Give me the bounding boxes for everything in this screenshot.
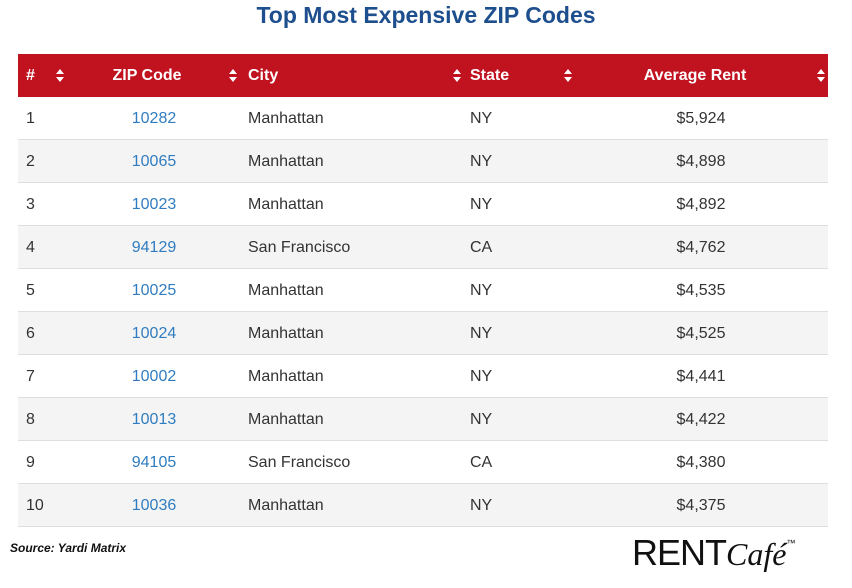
table-row: 4 94129 San Francisco CA $4,762 xyxy=(18,226,828,269)
column-header[interactable]: City xyxy=(248,67,279,84)
table-cell: 6 xyxy=(26,325,35,342)
table-cell: 4 xyxy=(26,239,35,256)
table-row: 8 10013 Manhattan NY $4,422 xyxy=(18,398,828,441)
table-cell: $4,898 xyxy=(676,153,726,170)
table-cell: 7 xyxy=(26,368,35,385)
table-cell: $4,422 xyxy=(676,411,726,428)
logo: RENTCafé™ xyxy=(632,532,795,574)
logo-script: Café xyxy=(726,536,787,572)
table-row: 10 10036 Manhattan NY $4,375 xyxy=(18,484,828,527)
sort-icon[interactable] xyxy=(56,69,64,82)
table-cell: NY xyxy=(470,110,493,127)
table-cell: $4,762 xyxy=(676,239,726,256)
table-cell: $5,924 xyxy=(676,110,726,127)
zip-link[interactable]: 10024 xyxy=(131,325,177,342)
zip-link[interactable]: 10036 xyxy=(131,497,177,514)
table-cell: 2 xyxy=(26,153,35,170)
sort-icon[interactable] xyxy=(229,69,237,82)
table-cell: NY xyxy=(470,411,493,428)
zip-link[interactable]: 94105 xyxy=(131,454,177,471)
table-cell: 9 xyxy=(26,454,35,471)
table-cell: CA xyxy=(470,239,493,256)
sort-icon[interactable] xyxy=(817,69,825,82)
logo-mark: ™ xyxy=(786,538,796,548)
zip-link[interactable]: 94129 xyxy=(131,239,177,256)
table-cell: CA xyxy=(470,454,493,471)
column-header[interactable]: # xyxy=(26,67,35,84)
table-cell: 1 xyxy=(26,110,35,127)
table-cell: San Francisco xyxy=(248,239,351,256)
table-cell: Manhattan xyxy=(248,411,324,428)
table-cell: $4,892 xyxy=(676,196,726,213)
table-cell: NY xyxy=(470,196,493,213)
table-cell: $4,535 xyxy=(676,282,726,299)
table-cell: NY xyxy=(470,497,493,514)
zip-link[interactable]: 10065 xyxy=(131,153,177,170)
title: Top Most Expensive ZIP Codes xyxy=(256,2,596,28)
column-header[interactable]: ZIP Code xyxy=(112,67,182,84)
zip-link[interactable]: 10025 xyxy=(131,282,177,299)
table-cell: Manhattan xyxy=(248,196,324,213)
table-row: 6 10024 Manhattan NY $4,525 xyxy=(18,312,828,355)
logo-main: RENT xyxy=(632,532,727,573)
table-cell: $4,441 xyxy=(676,368,726,385)
table-cell: Manhattan xyxy=(248,368,324,385)
zip-link[interactable]: 10013 xyxy=(131,411,177,428)
table-row: 5 10025 Manhattan NY $4,535 xyxy=(18,269,828,312)
sort-icon[interactable] xyxy=(453,69,461,82)
sort-icon[interactable] xyxy=(564,69,572,82)
table-cell: $4,375 xyxy=(676,497,726,514)
zip-link[interactable]: 10282 xyxy=(131,110,177,127)
table-cell: Manhattan xyxy=(248,282,324,299)
table-cell: 5 xyxy=(26,282,35,299)
table-row: 7 10002 Manhattan NY $4,441 xyxy=(18,355,828,398)
zip-link[interactable]: 10023 xyxy=(131,196,177,213)
source: Source: Yardi Matrix xyxy=(10,541,127,555)
table-cell: $4,380 xyxy=(676,454,726,471)
table-cell: NY xyxy=(470,325,493,342)
table-cell: NY xyxy=(470,282,493,299)
table-cell: 3 xyxy=(26,196,35,213)
table-cell: 10 xyxy=(26,497,44,514)
table-row: 9 94105 San Francisco CA $4,380 xyxy=(18,441,828,484)
table-cell: San Francisco xyxy=(248,454,351,471)
table-cell: Manhattan xyxy=(248,110,324,127)
column-header[interactable]: Average Rent xyxy=(643,67,747,84)
column-header[interactable]: State xyxy=(470,67,510,84)
table-row: 3 10023 Manhattan NY $4,892 xyxy=(18,183,828,226)
table-header: # ZIP Code City State Average Rent xyxy=(18,54,828,97)
table-row: 2 10065 Manhattan NY $4,898 xyxy=(18,140,828,183)
table-cell: 8 xyxy=(26,411,35,428)
table-cell: Manhattan xyxy=(248,153,324,170)
table-cell: $4,525 xyxy=(676,325,726,342)
table-cell: NY xyxy=(470,368,493,385)
zip-link[interactable]: 10002 xyxy=(131,368,177,385)
table-cell: NY xyxy=(470,153,493,170)
table-cell: Manhattan xyxy=(248,325,324,342)
table-cell: Manhattan xyxy=(248,497,324,514)
table-row: 1 10282 Manhattan NY $5,924 xyxy=(18,97,828,140)
